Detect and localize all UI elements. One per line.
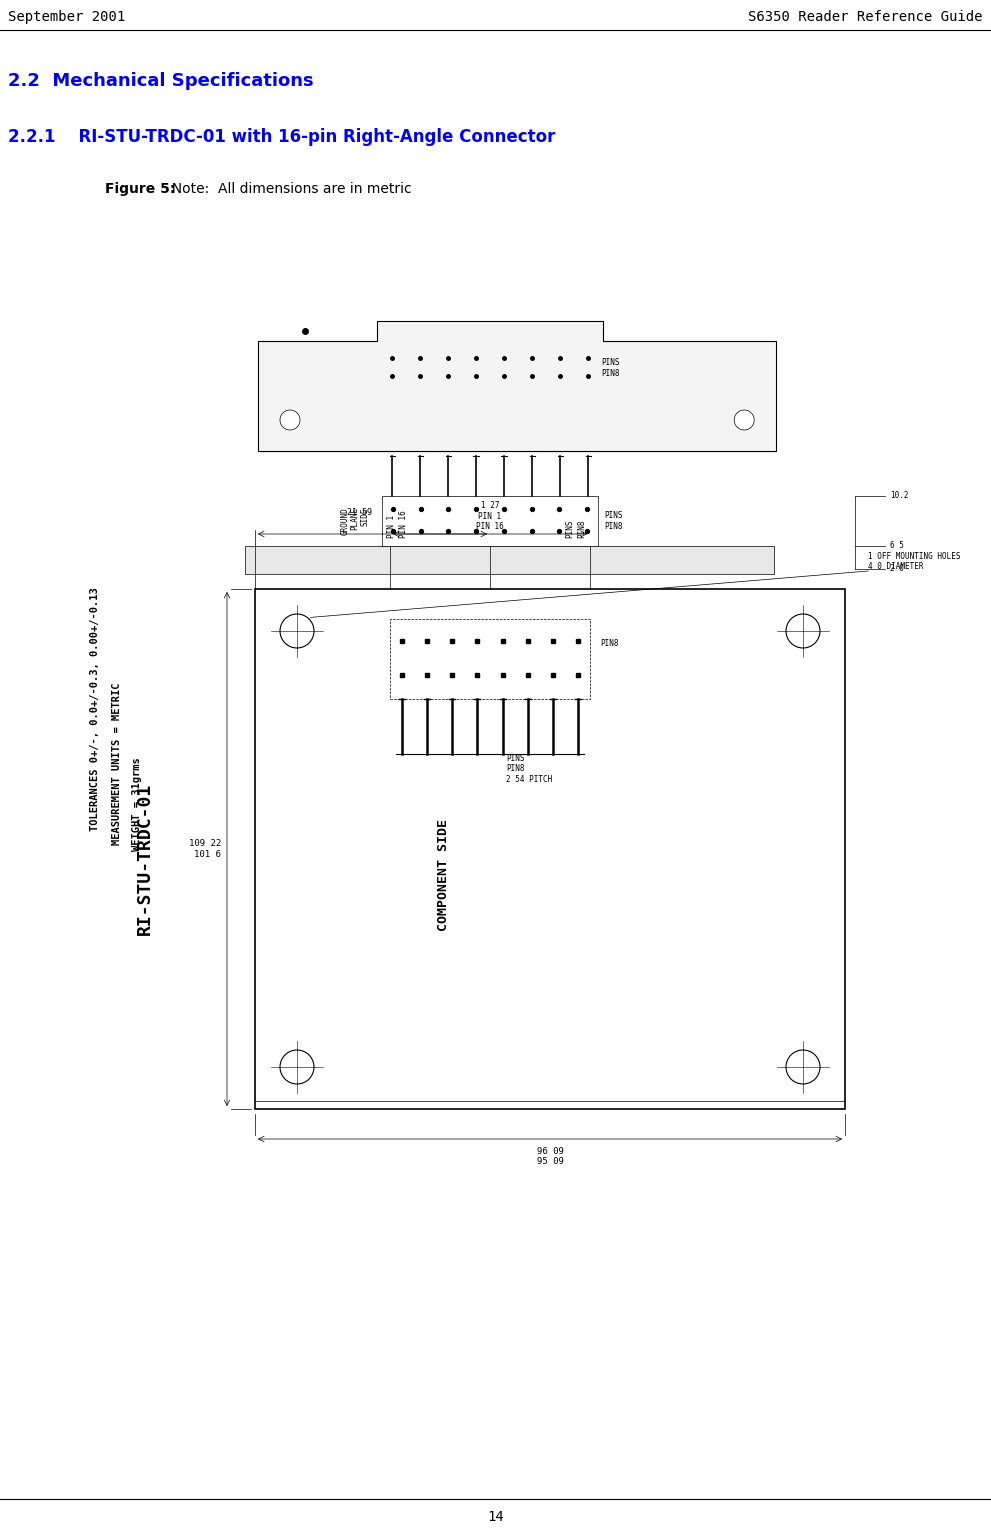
Text: PINS: PINS xyxy=(566,520,575,539)
Text: PIN8: PIN8 xyxy=(600,639,618,648)
Bar xyxy=(382,496,598,546)
Text: 1 27
PIN 1
PIN 16: 1 27 PIN 1 PIN 16 xyxy=(476,502,503,531)
Text: TOLERANCES 0+/-, 0.0+/-0.3, 0.00+/-0.13: TOLERANCES 0+/-, 0.0+/-0.3, 0.00+/-0.13 xyxy=(90,586,100,831)
Text: 96 09
95 09: 96 09 95 09 xyxy=(536,1147,564,1167)
Bar xyxy=(245,546,774,574)
Text: 6 5: 6 5 xyxy=(890,542,904,551)
Text: S6350 Reader Reference Guide: S6350 Reader Reference Guide xyxy=(748,9,983,25)
Circle shape xyxy=(734,409,754,429)
Text: September 2001: September 2001 xyxy=(8,9,125,25)
Text: 2.2  Mechanical Specifications: 2.2 Mechanical Specifications xyxy=(8,72,313,89)
Text: RI-STU-TRDC-01: RI-STU-TRDC-01 xyxy=(136,783,154,936)
Bar xyxy=(260,389,774,451)
Bar xyxy=(390,619,590,699)
Text: MEASUREMENT UNITS = METRIC: MEASUREMENT UNITS = METRIC xyxy=(112,683,122,845)
Text: PIN8: PIN8 xyxy=(578,520,587,539)
Text: GROUND
PLANE
SIDE: GROUND PLANE SIDE xyxy=(340,508,370,536)
Text: PINS
PIN8
2 54 PITCH: PINS PIN8 2 54 PITCH xyxy=(506,754,552,783)
Text: 21 59: 21 59 xyxy=(348,508,373,517)
Text: Figure 5:: Figure 5: xyxy=(105,182,175,195)
Text: PIN 16: PIN 16 xyxy=(399,511,408,539)
Text: Note:  All dimensions are in metric: Note: All dimensions are in metric xyxy=(163,182,411,195)
Bar xyxy=(385,346,595,389)
Bar xyxy=(255,589,845,1110)
Text: PIN 1: PIN 1 xyxy=(387,516,396,539)
Text: 2.2.1    RI-STU-TRDC-01 with 16-pin Right-Angle Connector: 2.2.1 RI-STU-TRDC-01 with 16-pin Right-A… xyxy=(8,128,555,146)
Text: WEIGHT = 31grms: WEIGHT = 31grms xyxy=(132,757,142,851)
Text: 14: 14 xyxy=(488,1510,503,1524)
Text: COMPONENT SIDE: COMPONENT SIDE xyxy=(437,819,450,931)
Text: 109 22
101 6: 109 22 101 6 xyxy=(188,839,221,859)
Text: PINS
PIN8: PINS PIN8 xyxy=(601,359,619,377)
Text: 1 OFF MOUNTING HOLES
4 0 DIAMETER: 1 OFF MOUNTING HOLES 4 0 DIAMETER xyxy=(868,551,960,571)
Circle shape xyxy=(280,409,300,429)
Polygon shape xyxy=(258,322,776,451)
Text: 2 0: 2 0 xyxy=(890,565,904,574)
Text: PINS
PIN8: PINS PIN8 xyxy=(604,511,622,531)
Text: 10.2: 10.2 xyxy=(890,491,909,500)
